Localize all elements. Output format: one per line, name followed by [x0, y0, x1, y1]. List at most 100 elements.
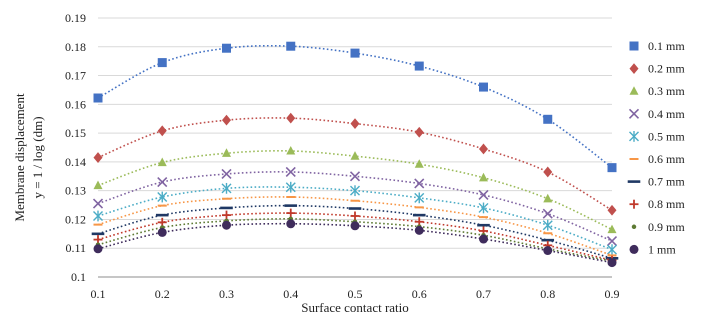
legend-label: 0.8 mm — [648, 197, 685, 211]
y-axis-title: Membrane displacement y = 1 / log (dm) — [12, 93, 45, 222]
data-point — [479, 234, 488, 244]
data-point — [478, 189, 489, 201]
x-axis-title: Surface contact ratio — [301, 300, 409, 315]
y-axis-title-line-2: y = 1 / log (dm) — [30, 116, 45, 198]
y-axis-title-line-1: Membrane displacement — [12, 93, 27, 222]
series-line — [97, 171, 613, 242]
legend-item: 0.5 mm — [629, 129, 685, 143]
legend-marker — [629, 131, 639, 142]
x-tick-label: 0.7 — [476, 287, 491, 301]
y-tick-label: 0.16 — [65, 97, 86, 111]
series-0-7-mm — [91, 204, 619, 260]
x-tick-label: 0.4 — [283, 287, 298, 301]
series-0-3-mm — [93, 146, 617, 234]
legend-item: 0.2 mm — [629, 62, 685, 76]
data-point — [222, 114, 231, 126]
legend-label: 0.7 mm — [648, 175, 685, 189]
data-point — [221, 168, 232, 180]
data-point — [607, 224, 617, 234]
x-tick-label: 0.1 — [91, 287, 106, 301]
data-point — [414, 61, 424, 71]
y-tick-label: 0.17 — [65, 69, 86, 83]
data-point — [542, 208, 553, 219]
series-0-6-mm — [93, 195, 617, 257]
data-point — [414, 192, 425, 204]
legend-item: 0.3 mm — [629, 84, 685, 98]
data-point — [479, 82, 488, 92]
legend-label: 0.5 mm — [648, 129, 685, 143]
data-point — [285, 181, 296, 193]
data-point — [157, 176, 168, 188]
data-point — [414, 126, 424, 138]
data-point — [286, 41, 296, 51]
data-point — [222, 210, 231, 220]
series-0-8-mm — [93, 208, 617, 265]
data-point — [349, 171, 361, 182]
legend-item: 0.1 mm — [629, 39, 685, 53]
y-tick-label: 0.14 — [65, 155, 86, 169]
data-point — [414, 225, 424, 235]
legend-marker — [629, 41, 639, 51]
data-point — [222, 220, 231, 230]
y-tick-label: 0.1 — [71, 270, 86, 284]
data-point — [157, 58, 167, 68]
data-point — [543, 193, 553, 203]
data-point — [222, 43, 231, 53]
y-tick-label: 0.18 — [65, 40, 86, 54]
data-point — [543, 246, 553, 256]
series-line — [97, 44, 613, 169]
data-point — [286, 208, 296, 218]
data-point — [350, 185, 360, 197]
legend-label: 0.9 mm — [648, 220, 685, 234]
legend-label: 0.6 mm — [648, 152, 685, 166]
legend: 0.1 mm 0.2 mm 0.3 mm 0.4 mm 0.5 mm 0.6 mm 0.7 … — [627, 39, 685, 256]
data-point — [350, 118, 360, 130]
data-point — [93, 180, 103, 190]
x-tick-label: 0.9 — [605, 287, 620, 301]
x-tick-label: 0.8 — [540, 287, 555, 301]
data-point — [157, 191, 168, 203]
data-point — [607, 204, 617, 216]
legend-label: 0.3 mm — [648, 84, 685, 98]
legend-label: 0.2 mm — [648, 62, 685, 76]
data-point — [414, 159, 424, 168]
x-tick-label: 0.2 — [155, 287, 170, 301]
legend-marker — [629, 244, 639, 254]
data-point — [157, 125, 167, 137]
data-point — [93, 244, 103, 254]
y-tick-label: 0.12 — [65, 212, 86, 226]
data-point — [543, 114, 553, 124]
series-0-5-mm — [93, 181, 617, 256]
data-point — [350, 48, 360, 58]
data-point — [479, 172, 488, 182]
y-tick-label: 0.11 — [65, 241, 86, 255]
data-point — [157, 227, 167, 237]
series-1-mm — [93, 219, 617, 268]
legend-marker — [631, 224, 637, 230]
series-0-1-mm — [93, 41, 617, 173]
legend-item: 0.9 mm — [631, 220, 685, 234]
data-point — [607, 163, 617, 173]
data-point — [221, 182, 232, 194]
legend-marker — [628, 108, 640, 119]
legend-label: 0.4 mm — [648, 107, 685, 121]
data-point — [93, 210, 103, 222]
legend-item: 0.8 mm — [629, 197, 685, 211]
data-point — [350, 211, 360, 221]
data-point — [286, 112, 296, 124]
legend-marker — [629, 63, 639, 74]
series-line — [97, 222, 613, 264]
legend-item: 0.6 mm — [629, 152, 685, 166]
legend-item: 1 mm — [629, 242, 676, 256]
legend-item: 0.4 mm — [628, 107, 685, 121]
data-point — [479, 143, 488, 155]
x-tick-label: 0.5 — [348, 287, 363, 301]
data-point — [222, 148, 231, 157]
data-point — [478, 202, 489, 214]
data-point — [286, 219, 296, 229]
data-point — [286, 146, 296, 155]
x-tick-label: 0.3 — [219, 287, 234, 301]
x-tick-label: 0.6 — [412, 287, 427, 301]
y-axis-ticks: 0.1 0.11 0.12 0.13 0.14 0.15 0.16 0.17 0.18 0.19 — [65, 11, 86, 284]
